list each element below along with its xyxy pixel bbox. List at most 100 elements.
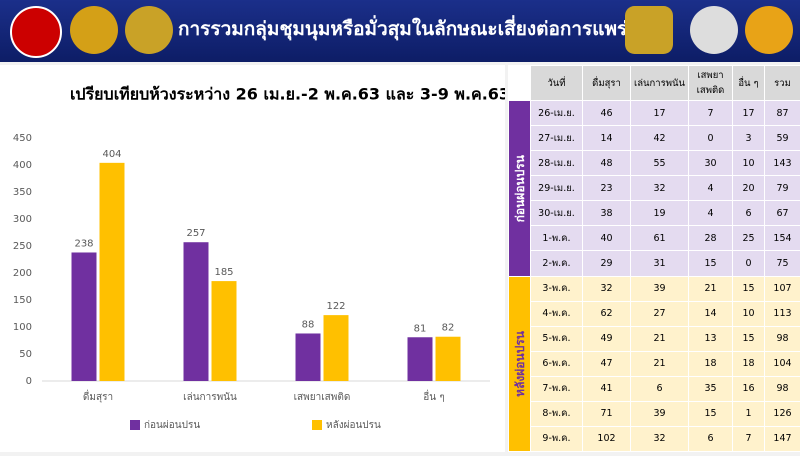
legend-swatch <box>130 420 140 430</box>
table-cell: 55 <box>631 151 689 176</box>
table-cell: 15 <box>733 276 765 301</box>
table-cell: 154 <box>765 226 800 251</box>
table-cell: 4-พ.ค. <box>531 301 583 326</box>
table-cell: 18 <box>733 351 765 376</box>
table-cell: 62 <box>583 301 631 326</box>
table-cell: 6 <box>689 426 733 451</box>
bar <box>436 337 461 381</box>
table-cell: 147 <box>765 426 800 451</box>
data-label: 404 <box>102 149 121 160</box>
table-cell: 0 <box>733 251 765 276</box>
table-cell: 6-พ.ค. <box>531 351 583 376</box>
y-tick-label: 50 <box>19 349 32 360</box>
table-cell: 21 <box>631 326 689 351</box>
table-cell: 2-พ.ค. <box>531 251 583 276</box>
logo <box>125 6 173 54</box>
table-cell: 61 <box>631 226 689 251</box>
table-cell: 38 <box>583 201 631 226</box>
y-tick-label: 0 <box>26 376 32 387</box>
table-cell: 27-เม.ย. <box>531 126 583 151</box>
logo <box>745 6 793 54</box>
bar <box>184 242 209 381</box>
table-cell: 107 <box>765 276 800 301</box>
column-header: เสพยา เสพติด <box>689 66 733 101</box>
table-cell: 47 <box>583 351 631 376</box>
column-header: อื่น ๆ <box>733 66 765 101</box>
column-header: วันที่ <box>531 66 583 101</box>
data-table: วันที่ดื่มสุราเล่นการพนันเสพยา เสพติดอื่… <box>508 65 800 452</box>
header-row: วันที่ดื่มสุราเล่นการพนันเสพยา เสพติดอื่… <box>509 66 800 101</box>
table-cell: 15 <box>689 401 733 426</box>
table-cell: 28-เม.ย. <box>531 151 583 176</box>
table-cell: 98 <box>765 326 800 351</box>
table-cell: 6 <box>631 376 689 401</box>
table-cell: 7 <box>689 101 733 126</box>
x-tick-label: เสพยาเสพติด <box>294 392 351 403</box>
table-cell: 9-พ.ค. <box>531 426 583 451</box>
group-cell: หลังผ่อนปรน <box>509 276 531 451</box>
x-tick-label: ดื่มสุรา <box>83 389 113 403</box>
data-label: 81 <box>414 323 427 334</box>
bar <box>100 163 125 381</box>
header-title: การรวมกลุ่มชุมนุมหรือมั่วสุมในลักษณะเสี่… <box>178 14 658 44</box>
table-cell: 25 <box>733 226 765 251</box>
y-tick-label: 250 <box>13 241 32 252</box>
y-tick-label: 100 <box>13 322 32 333</box>
table-cell: 15 <box>733 326 765 351</box>
column-header: ดื่มสุรา <box>583 66 631 101</box>
table-cell: 46 <box>583 101 631 126</box>
data-label: 122 <box>326 301 345 312</box>
table-cell: 42 <box>631 126 689 151</box>
logo <box>10 6 62 58</box>
bar <box>296 333 321 381</box>
table-cell: 32 <box>631 426 689 451</box>
column-header: เล่นการพนัน <box>631 66 689 101</box>
table-cell: 28 <box>689 226 733 251</box>
logo <box>70 6 118 54</box>
table-cell: 75 <box>765 251 800 276</box>
table-cell: 4 <box>689 201 733 226</box>
group-label: ก่อนผ่อนปรน <box>510 155 529 222</box>
table-cell: 18 <box>689 351 733 376</box>
y-tick-label: 400 <box>13 160 32 171</box>
column-header: รวม <box>765 66 800 101</box>
table-cell: 20 <box>733 176 765 201</box>
table-cell: 30 <box>689 151 733 176</box>
y-tick-label: 350 <box>13 187 32 198</box>
table-cell: 41 <box>583 376 631 401</box>
y-tick-label: 200 <box>13 268 32 279</box>
chart-title: เปรียบเทียบห้วงระหว่าง 26 เม.ย.-2 พ.ค.63… <box>70 85 505 104</box>
table-cell: 3 <box>733 126 765 151</box>
table-cell: 32 <box>631 176 689 201</box>
chart: เปรียบเทียบห้วงระหว่าง 26 เม.ย.-2 พ.ค.63… <box>0 65 505 452</box>
bar <box>408 337 433 381</box>
table-cell: 31 <box>631 251 689 276</box>
table-cell: 10 <box>733 301 765 326</box>
table-cell: 14 <box>689 301 733 326</box>
table-cell: 40 <box>583 226 631 251</box>
y-tick-label: 150 <box>13 295 32 306</box>
table-cell: 13 <box>689 326 733 351</box>
data-label: 257 <box>186 228 205 239</box>
x-tick-label: อื่น ๆ <box>423 389 444 403</box>
table-cell: 16 <box>733 376 765 401</box>
chart-panel: เปรียบเทียบห้วงระหว่าง 26 เม.ย.-2 พ.ค.63… <box>0 65 505 452</box>
legend-label: หลังผ่อนปรน <box>326 420 381 431</box>
table-cell: 39 <box>631 276 689 301</box>
table-cell: 30-เม.ย. <box>531 201 583 226</box>
table-cell: 98 <box>765 376 800 401</box>
table-cell: 7 <box>733 426 765 451</box>
table-cell: 143 <box>765 151 800 176</box>
table-cell: 102 <box>583 426 631 451</box>
bar <box>72 252 97 381</box>
table-cell: 27 <box>631 301 689 326</box>
table-cell: 126 <box>765 401 800 426</box>
